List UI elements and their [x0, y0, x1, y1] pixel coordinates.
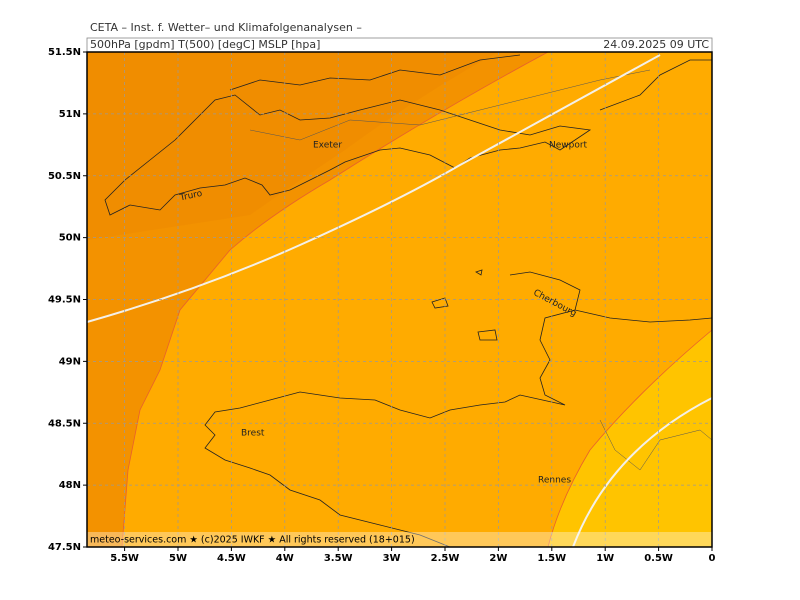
place-label: Exeter: [313, 141, 342, 151]
isobar: [572, 397, 713, 548]
county-border: [249, 69, 651, 141]
y-tick-label: 51.5N: [48, 47, 81, 58]
y-tick-label: 49.5N: [48, 295, 81, 306]
y-tick-label: 48N: [59, 480, 81, 491]
temp-band-cool: [548, 330, 712, 547]
x-tick-label: 1W: [596, 553, 614, 564]
place-label: Rennes: [538, 476, 571, 486]
x-tick-label: 3W: [383, 553, 401, 564]
x-tick-label: 4W: [276, 553, 294, 564]
coastline-wales: [229, 54, 521, 91]
coastline-normandy: [574, 309, 713, 323]
x-tick-label: 2.5W: [431, 553, 460, 564]
x-tick-label: 5.5W: [110, 553, 139, 564]
coastline-east: [599, 59, 712, 111]
y-tick-label: 48.5N: [48, 418, 81, 429]
temp-band-dark: [87, 52, 498, 240]
coastline-england: [104, 94, 592, 216]
contour: [547, 329, 713, 548]
y-tick-label: 50N: [59, 233, 81, 244]
y-tick-label: 50.5N: [48, 171, 81, 182]
header-fields: 500hPa [gpdm] T(500) [degC] MSLP [hpa]: [90, 38, 320, 51]
y-tick-label: 47.5N: [48, 542, 81, 553]
channel-islands: [431, 269, 498, 341]
place-label: Brest: [241, 429, 265, 439]
region-border: [599, 419, 713, 471]
contour: [121, 51, 549, 548]
header-title: CETA – Inst. f. Wetter– und Klimafolgena…: [90, 21, 362, 34]
place-label: Newport: [549, 141, 588, 151]
x-tick-label: 3.5W: [324, 553, 353, 564]
x-tick-label: 0.5W: [644, 553, 673, 564]
footer-bg: [87, 532, 712, 547]
footer: meteo-services.com ★ (c)2025 IWKF ★ All …: [90, 535, 415, 546]
coastline-france: [204, 271, 581, 548]
map-area: [86, 51, 713, 548]
y-tick-label: 49N: [59, 356, 81, 367]
x-tick-label: 1.5W: [537, 553, 566, 564]
place-label: Truro: [178, 189, 204, 204]
x-tick-label: 4.5W: [217, 553, 246, 564]
x-tick-label: 2W: [489, 553, 507, 564]
header-time: 24.09.2025 09 UTC: [603, 38, 709, 51]
isobar: [86, 54, 661, 323]
x-tick-label: 5W: [169, 553, 187, 564]
y-tick-label: 51N: [59, 109, 81, 120]
x-tick-label: 0: [709, 553, 716, 564]
